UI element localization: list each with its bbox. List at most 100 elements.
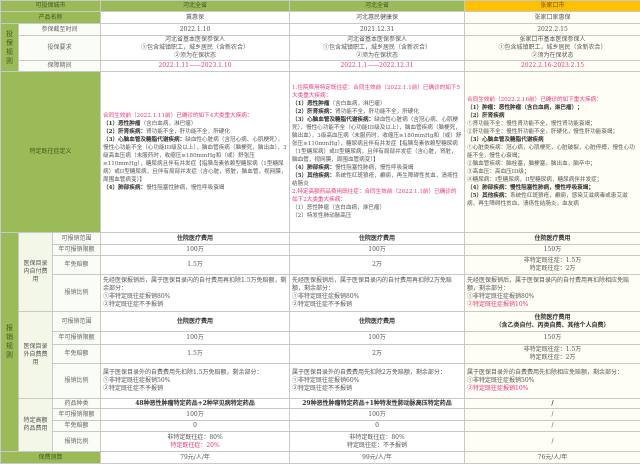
text-line: 先经医保报销后，属于医保目录内的自付费用再扣除相应免赔额，剩余部分：: [467, 277, 629, 292]
preexisting-definition: 合同生效前（2022.1.11前）已确诊的如下4大类重大疾病：（1）恶性肿瘤（含…: [101, 72, 290, 233]
text-line: 特定既往症：20%: [170, 442, 219, 449]
disease-category: （1）肿瘤：恶性肿瘤（含白血病，淋巴瘤）；: [467, 105, 583, 111]
disease-detail: 合同生效前（2022.1.11前）已确诊的如下4大类重大疾病：: [103, 113, 253, 119]
disease-detail: 2.特定高额药品费用既往症：合同生效前（2022.1.1前）已确诊的如下2大类重…: [292, 189, 457, 203]
scope-value: 住院医疗费用（含乙类自付、丙类自费、其他个人自费）: [465, 312, 640, 332]
header-city: 张家口市: [465, 1, 640, 12]
premium-value: 79元/人/年: [101, 452, 290, 464]
limit-value: 100万: [290, 245, 465, 256]
disease-detail: （含白血病，淋巴瘤）: [140, 121, 196, 127]
text-line: ①包含城镇职工，城乡居民（含新农合）: [323, 44, 431, 51]
row-label: 年免赔额: [53, 421, 101, 432]
text-line: 特定既往症：2万: [530, 354, 576, 361]
deductible-value: /: [465, 421, 640, 432]
kinds-value: /: [465, 399, 640, 409]
disease-item: （1）肿瘤：恶性肿瘤（含白血病，淋巴瘤）；: [467, 104, 638, 112]
text-line: 2万: [372, 350, 382, 357]
text-line: 住院医疗费用: [534, 314, 570, 321]
table-row: 医保目录外自费费用可报销范围住院医疗费用住院医疗费用住院医疗费用（含乙类自付、丙…: [1, 312, 640, 332]
limit-value: /: [465, 409, 640, 421]
disease-detail: 慢性阻塞性肺病，慢性呼吸衰竭: [146, 185, 224, 191]
ratio-value: /: [465, 432, 640, 452]
product-name: 张家口家惠保: [465, 12, 640, 24]
disease-item: （2）肝肾疾病: [467, 112, 638, 120]
period-value: 2022.1.11——2023.1.10: [101, 61, 290, 72]
disease-item: 合同生效前（2022.2.16前）已确诊的如下重大疾病：: [467, 96, 638, 104]
disease-detail: ③高血压：高血压III级；: [467, 169, 530, 175]
text-line: 河北省基本医保参保人: [347, 36, 407, 43]
disease-category: （5）其他疾病：: [467, 193, 510, 199]
deductible-value: 非特定既往症：1.5万特定既往症：2万: [465, 256, 640, 275]
disease-item: （1）恶性肿瘤（含白血病，淋巴瘤）: [292, 204, 462, 212]
disease-item: （1）恶性肿瘤（含白血病，淋巴瘤）: [103, 120, 287, 128]
product-name: 冀惠保: [101, 12, 290, 24]
text-line: ②须为在保状态: [174, 52, 216, 59]
text-line: 属于医保目录外的自费费用先扣除相应免赔额，剩余部分：: [467, 369, 623, 376]
text-line: （含乙类自付、丙类自费、其他个人自费）: [495, 322, 609, 329]
disease-item: （3）心脑血管及糖脂代谢疾病: [467, 136, 638, 144]
table-row: 可投保城市河北全省河北全省张家口市: [1, 1, 640, 12]
text-line: ①非特定既往症报销50%: [467, 377, 534, 384]
header-city: 河北全省: [290, 1, 465, 12]
text-line: 1.5万: [187, 350, 203, 357]
scope-value: 住院医疗费用: [101, 312, 290, 332]
disease-detail: 缺血性心脏病（含冠心病、心肌梗死），慢性心功能不全（心功能III级及以上），脑血…: [103, 137, 287, 183]
text-line: ②特定既往症报销10%: [467, 301, 528, 308]
text-line: 先经医保报销后，属于医保目录内的自付费用再扣除1.5万免赔额，剩余部分：: [103, 277, 287, 292]
disease-detail: 合同生效前（2022.2.16前）已确诊的如下重大疾病：: [467, 97, 602, 103]
disease-item: （1）恶性肿瘤（含白血病，淋巴瘤）: [292, 100, 462, 108]
disease-item: （2）肝肾疾病：肾功能不全，肝功能不全，肝硬化: [292, 108, 462, 116]
disease-detail: 肾功能不全，肝功能不全，肝硬化: [146, 129, 230, 135]
header-city-label: 可投保城市: [1, 1, 101, 12]
row-label: 药品种类: [53, 399, 101, 409]
disease-item: 合同生效前（2022.1.11前）已确诊的如下4大类重大疾病：: [103, 112, 287, 120]
limit-value: 100万: [290, 409, 465, 421]
disease-detail: （2）特发性肺动脉高压: [292, 213, 352, 219]
row-label: 年免赔额: [53, 345, 101, 364]
disease-item: （2）特发性肺动脉高压: [292, 212, 462, 220]
text-line: ②特定既往症不予报销: [103, 301, 163, 308]
disease-item: （4）肺部疾病：慢性阻塞性肺病，慢性呼吸衰竭；: [467, 184, 638, 192]
text-line: 河北省基本医保参保人: [165, 36, 225, 43]
disease-item: ③高血压：高血压III级；: [467, 168, 638, 176]
text-line: ①非特定既往症报销80%: [292, 293, 359, 300]
row-label: 报销比例: [53, 432, 101, 452]
text-line: ②特定既往症不予报销: [292, 301, 352, 308]
disease-detail: ①肾功能不全：慢性肾功能不全，慢性肾功能衰竭；: [467, 121, 596, 127]
disease-category: （5）其他疾病：: [292, 173, 335, 179]
row-label: 保障期间: [19, 61, 101, 72]
deadline-value: 2021.12.31: [290, 24, 465, 36]
period-value: 2022.1.1——2022.12.31: [290, 61, 465, 72]
preexisting-label: 特定既往症定义: [1, 72, 101, 233]
text-line: ①包含城镇职工，城乡居民（含新农合）: [498, 44, 606, 51]
limit-value: 100万: [290, 332, 465, 345]
limit-value: 150万: [465, 245, 640, 256]
ratio-value: 属于医保目录外的自费费用先扣除1.5万免赔额，剩余部分：①非特定既往症报销50%…: [101, 364, 290, 399]
subgroup-label: 医保目录内自付费用: [19, 233, 53, 312]
period-value: 2022.2.16-2023.2.15: [465, 61, 640, 72]
table-row: 产品名称冀惠保河北惠民健康保张家口家惠保: [1, 12, 640, 24]
ratio-value: 先经医保报销后，属于医保目录内的自付费用再扣除相应免赔额，剩余部分：①非特定既往…: [465, 275, 640, 312]
deductible-value: 2万: [290, 345, 465, 364]
premium-value: 99元/人/年: [290, 452, 465, 464]
disease-item: （3）心脑血管及糖脂代谢疾病：缺血性心脏病（含冠心病、心肌梗死），慢性心功能不全…: [292, 116, 462, 164]
disease-detail: 缺血性心脏病（含冠心病、心肌梗死），慢性心功能不全（心功能III级及以上），脑血…: [292, 117, 461, 163]
disease-detail: ②肝功能不全：慢性肝功能不全，肝硬化，慢性肝功能衰竭；: [467, 129, 618, 135]
disease-detail: （1）恶性肿瘤（含白血病，淋巴瘤）: [292, 205, 385, 211]
text-line: 特定既往症：2万: [530, 265, 576, 272]
table-row: 报销比例属于医保目录外的自费费用先扣除1.5万免赔额，剩余部分：①非特定既往症报…: [1, 364, 640, 399]
disease-item: （3）心脑血管及糖脂代谢疾病：缺血性心脏病（含冠心病、心肌梗死），慢性心功能不全…: [103, 136, 287, 184]
limit-value: 100万: [101, 332, 290, 345]
disease-item: ④糖尿病：I型糖尿病，II型糖尿病，糖尿病伴并发症；: [467, 176, 638, 184]
